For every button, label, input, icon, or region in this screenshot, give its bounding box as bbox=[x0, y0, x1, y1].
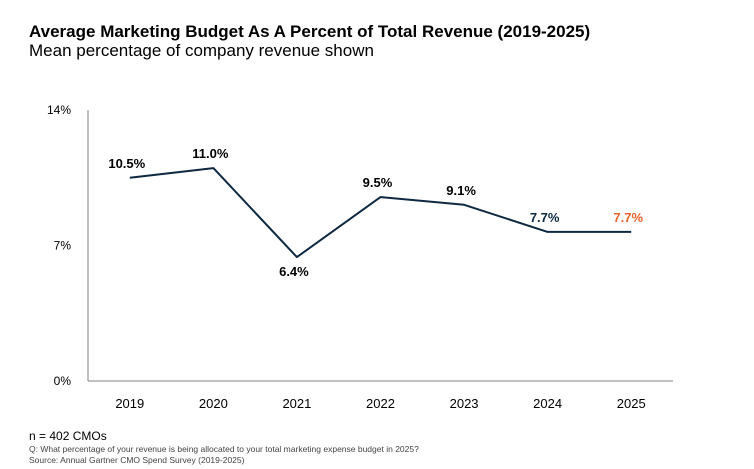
x-tick-label: 2022 bbox=[366, 396, 395, 411]
data-label: 11.0% bbox=[192, 146, 229, 161]
y-tick-label: 0% bbox=[54, 374, 72, 388]
y-tick-label: 7% bbox=[54, 239, 72, 253]
chart-subtitle: Mean percentage of company revenue shown bbox=[29, 41, 374, 60]
x-tick-label: 2024 bbox=[533, 396, 562, 411]
data-label: 10.5% bbox=[108, 156, 145, 171]
x-tick-label: 2023 bbox=[450, 396, 479, 411]
source-note: Source: Annual Gartner CMO Spend Survey … bbox=[29, 455, 245, 465]
data-label: 7.7% bbox=[530, 210, 560, 225]
x-tick-label: 2021 bbox=[282, 396, 311, 411]
footnotes: n = 402 CMOs Q: What percentage of your … bbox=[29, 429, 749, 466]
chart-title: Average Marketing Budget As A Percent of… bbox=[29, 22, 591, 41]
data-label: 9.5% bbox=[363, 175, 393, 190]
y-tick-label: 14% bbox=[47, 103, 71, 117]
x-tick-label: 2020 bbox=[199, 396, 228, 411]
series-line bbox=[129, 167, 632, 259]
x-tick-label: 2025 bbox=[617, 396, 646, 411]
data-label: 9.1% bbox=[446, 183, 476, 198]
sample-size-note: n = 402 CMOs bbox=[29, 429, 107, 443]
data-label: 6.4% bbox=[279, 264, 309, 279]
x-tick-label: 2019 bbox=[115, 396, 144, 411]
data-label-highlight: 7.7% bbox=[613, 210, 643, 225]
survey-question-note: Q: What percentage of your revenue is be… bbox=[29, 444, 419, 454]
